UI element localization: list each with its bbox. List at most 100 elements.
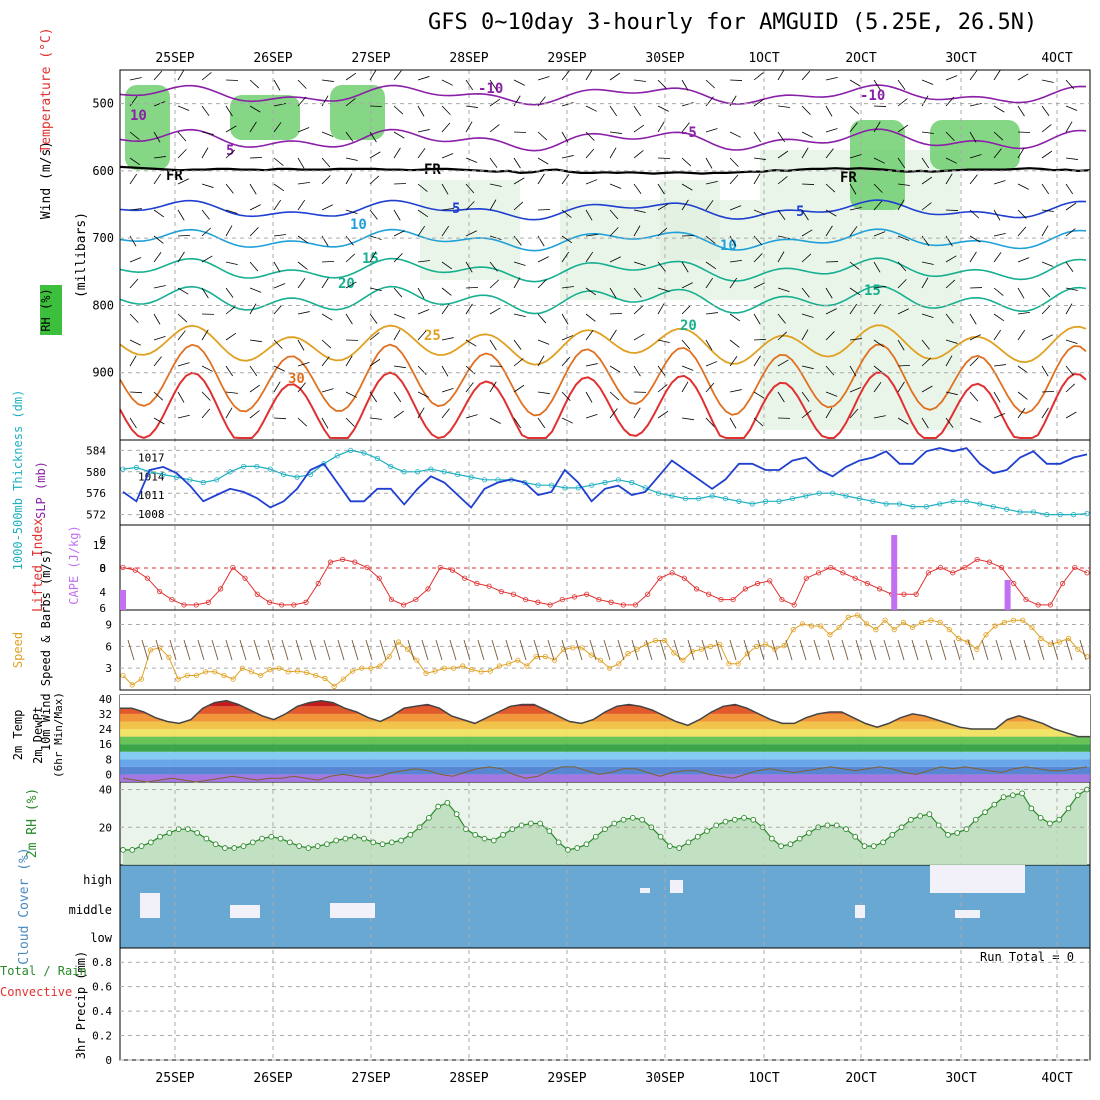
upper-wind-barb [225, 306, 236, 315]
surface-wind-barb [1051, 639, 1059, 661]
upper-wind-barb [1017, 73, 1029, 81]
upper-wind-barb [585, 413, 598, 419]
upper-wind-barb [345, 72, 357, 81]
upper-wind-barb [297, 417, 308, 427]
lifted-index-marker [1072, 564, 1078, 571]
upper-wind-barb [489, 235, 502, 240]
upper-wind-barb [945, 157, 957, 164]
upper-wind-barb [249, 287, 262, 293]
rh-marker [861, 843, 868, 849]
upper-wind-barb [465, 382, 474, 393]
top-date-label: 28SEP [449, 51, 488, 66]
surface-wind-barb [981, 639, 989, 661]
surface-wind-barb [715, 639, 723, 661]
upper-wind-barb [705, 361, 718, 367]
upper-wind-barb [177, 149, 187, 159]
rh-marker [1019, 790, 1025, 797]
upper-wind-barb [801, 183, 815, 185]
wind-speed-marker [891, 627, 897, 633]
isotherm-label: 5 [796, 204, 804, 220]
upper-wind-barb [849, 338, 862, 341]
wind-speed-marker [331, 683, 337, 689]
upper-wind-barb [1017, 365, 1029, 374]
wind-speed-marker [221, 672, 227, 679]
upper-wind-barb [801, 253, 812, 263]
thickness-marker [1071, 512, 1077, 518]
rh-marker [222, 845, 228, 851]
surface-wind-barb [183, 639, 191, 661]
upper-wind-barb [753, 235, 763, 246]
upper-wind-barb [681, 365, 694, 371]
upper-wind-barb [441, 208, 454, 211]
wind-speed-axis-label: Speed [11, 632, 25, 668]
wind-speed-marker [441, 665, 447, 671]
lifted-index-marker [547, 602, 553, 608]
upper-wind-barb [417, 183, 428, 192]
upper-wind-barb [825, 225, 833, 237]
rh-marker [574, 845, 581, 851]
upper-wind-barb [513, 131, 527, 133]
upper-wind-barb [993, 233, 1006, 237]
upper-wind-barb [993, 69, 1001, 81]
precip-run-total: Run Total = 0 [980, 950, 1074, 964]
upper-wind-barb [441, 183, 449, 195]
thickness-marker [455, 471, 461, 478]
temp-color-band [120, 759, 1090, 767]
upper-wind-barb [393, 253, 403, 263]
upper-wind-barb [609, 329, 617, 341]
lifted-index-marker [693, 586, 700, 592]
lifted-index-marker [1035, 602, 1041, 608]
upper-wind-barb [417, 260, 430, 263]
lifted-index-marker [571, 594, 578, 600]
upper-axis-label: (millibars) [74, 212, 89, 298]
temp-color-band [120, 751, 1090, 760]
upper-wind-barb [369, 391, 378, 403]
upper-wind-barb [921, 313, 934, 318]
wind-speed-marker [928, 617, 934, 623]
upper-wind-barb [921, 339, 930, 350]
cloud-clear-block [930, 865, 1025, 893]
upper-wind-barb [369, 313, 378, 324]
thickness-marker [187, 477, 193, 483]
upper-wind-barb [177, 131, 187, 142]
precip-tick-label: 0.4 [92, 1005, 112, 1018]
wind-speed-marker [588, 652, 594, 658]
upper-wind-barb [537, 417, 546, 429]
upper-wind-barb [873, 365, 884, 374]
upper-wind-barb [369, 151, 381, 159]
lifted-index-marker [937, 564, 944, 571]
lifted-index-marker [803, 575, 809, 581]
lifted-index-marker [230, 564, 236, 571]
upper-wind-barb [873, 157, 885, 164]
upper-wind-barb [945, 313, 954, 324]
upper-wind-barb [849, 122, 858, 133]
upper-wind-barb [1017, 105, 1025, 117]
upper-wind-barb [945, 391, 958, 396]
upper-wind-barb [345, 173, 353, 185]
upper-wind-barb [201, 287, 209, 299]
surface-wind-barb [771, 639, 779, 661]
wind-speed-marker [1001, 619, 1007, 625]
top-date-label: 2OCT [845, 51, 876, 66]
upper-wind-barb [369, 175, 380, 185]
rh-marker [527, 820, 534, 827]
lifted-index-marker [962, 564, 968, 571]
lifted-index-marker [779, 596, 785, 603]
wind-axis-label: 10m Wind Speed & Barbs (m/s) [39, 549, 53, 751]
surface-wind-barb [645, 639, 653, 661]
surface-wind-barb [729, 639, 737, 661]
upper-wind-barb [201, 183, 214, 188]
upper-wind-barb [1065, 202, 1077, 211]
thickness-marker [120, 466, 126, 472]
upper-wind-barb [993, 209, 1001, 221]
upper-wind-barb [249, 105, 261, 113]
upper-wind-barb [537, 391, 550, 395]
rh-marker [1065, 805, 1072, 812]
wind-speed-marker [515, 657, 521, 663]
thickness-marker [548, 482, 555, 488]
upper-wind-barb [945, 173, 953, 185]
thickness-marker [240, 463, 247, 470]
upper-wind-barb [369, 131, 377, 143]
lifted-index-marker [437, 564, 443, 571]
upper-wind-barb [369, 105, 383, 107]
